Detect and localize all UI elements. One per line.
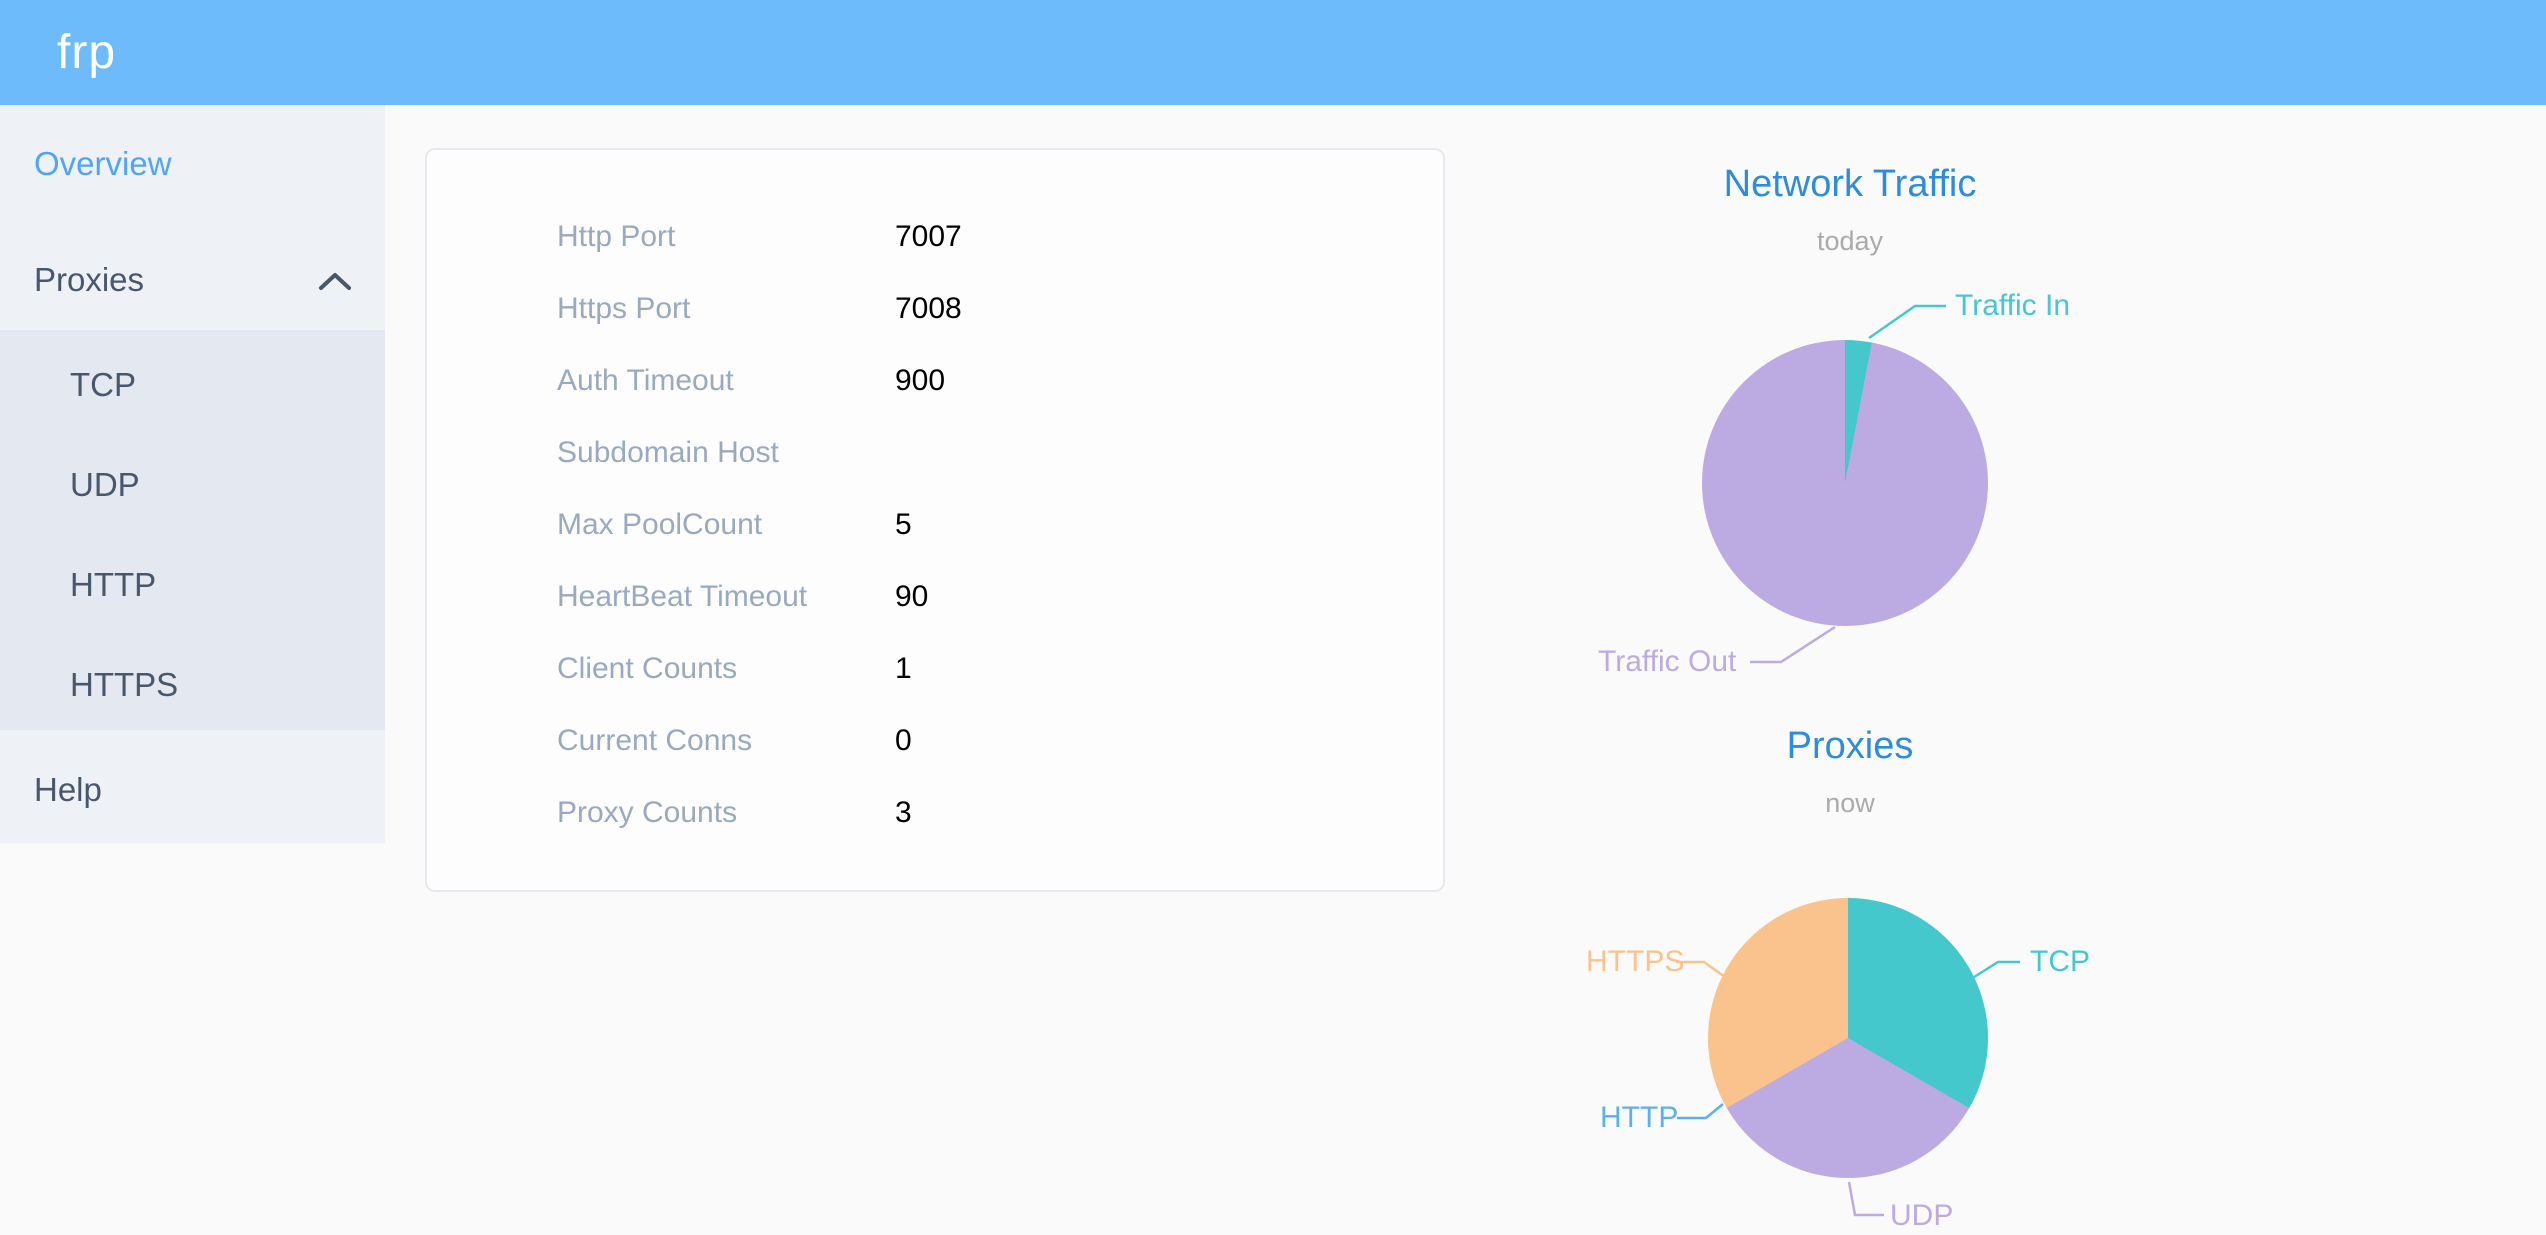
sidebar: Overview Proxies TCP UDP HTTP HTTPS Help <box>0 105 385 1234</box>
https-connector <box>1676 960 1726 979</box>
config-row-subdomain-host: Subdomain Host <box>557 417 1443 489</box>
pie-label-connectors <box>1676 304 2020 1217</box>
traffic-out-label[interactable]: Traffic Out <box>1598 645 1737 678</box>
sidebar-help-background <box>0 730 385 843</box>
chevron-up-icon <box>319 273 351 290</box>
sidebar-item-proxies[interactable]: Proxies <box>0 250 385 310</box>
proxies-chart-title: Proxies <box>1786 725 1914 767</box>
row-value: 3 <box>895 796 912 829</box>
row-value: 1 <box>895 652 912 685</box>
config-row-proxy-counts: Proxy Counts 3 <box>557 777 1443 849</box>
traffic-out-connector <box>1750 625 1836 664</box>
row-label: Auth Timeout <box>557 364 734 397</box>
network-traffic-chart-title: Network Traffic <box>1723 163 1977 205</box>
charts-column: Network Traffic today Traffic In Traffic… <box>1460 105 2240 1234</box>
config-row-http-port: Http Port 7007 <box>557 201 1443 273</box>
sidebar-item-help[interactable]: Help <box>34 771 102 808</box>
row-value: 0 <box>895 724 912 757</box>
config-row-https-port: Https Port 7008 <box>557 273 1443 345</box>
row-value: 7007 <box>895 220 962 253</box>
row-label: Max PoolCount <box>557 508 763 541</box>
http-connector <box>1677 1103 1724 1120</box>
proxies-pie[interactable] <box>1708 898 1988 1178</box>
row-value: 900 <box>895 364 946 397</box>
proxies-chart-subtitle: now <box>1825 788 1875 818</box>
row-value: 90 <box>895 580 929 613</box>
row-label: Client Counts <box>557 652 738 685</box>
sidebar-submenu-background <box>0 330 385 730</box>
config-row-current-conns: Current Conns 0 <box>557 705 1443 777</box>
sidebar-item-overview[interactable]: Overview <box>34 145 172 182</box>
traffic-in-label[interactable]: Traffic In <box>1955 289 2071 322</box>
row-label: Current Conns <box>557 724 753 757</box>
sidebar-menu-background <box>0 105 385 330</box>
udp-slice-label[interactable]: UDP <box>1890 1199 1954 1232</box>
config-row-max-poolcount: Max PoolCount 5 <box>557 489 1443 561</box>
config-row-auth-timeout: Auth Timeout 900 <box>557 345 1443 417</box>
row-label: Subdomain Host <box>557 436 779 469</box>
config-row-heartbeat-timeout: HeartBeat Timeout 90 <box>557 561 1443 633</box>
sidebar-item-udp[interactable]: UDP <box>70 466 140 503</box>
row-label: Proxy Counts <box>557 796 738 829</box>
row-value: 7008 <box>895 292 962 325</box>
row-label: Http Port <box>557 220 676 253</box>
http-slice-label[interactable]: HTTP <box>1600 1101 1679 1134</box>
top-header-bar: frp <box>0 0 2546 105</box>
sidebar-item-http[interactable]: HTTP <box>70 566 157 603</box>
app-logo: frp <box>57 26 117 79</box>
sidebar-item-tcp[interactable]: TCP <box>70 366 136 403</box>
row-value: 5 <box>895 508 912 541</box>
network-traffic-chart-subtitle: today <box>1816 226 1884 256</box>
sidebar-item-proxies-label: Proxies <box>34 261 145 298</box>
https-slice-label[interactable]: HTTPS <box>1586 945 1685 978</box>
config-row-client-counts: Client Counts 1 <box>557 633 1443 705</box>
traffic-in-connector <box>1868 304 1946 340</box>
server-info-card: Http Port 7007 Https Port 7008 Auth Time… <box>425 148 1445 892</box>
tcp-connector <box>1970 960 2020 981</box>
sidebar-item-https[interactable]: HTTPS <box>70 666 179 703</box>
network-traffic-pie[interactable] <box>1702 340 1988 626</box>
row-label: HeartBeat Timeout <box>557 580 808 613</box>
udp-connector <box>1847 1181 1884 1217</box>
tcp-slice-label[interactable]: TCP <box>2030 945 2090 978</box>
row-label: Https Port <box>557 292 691 325</box>
